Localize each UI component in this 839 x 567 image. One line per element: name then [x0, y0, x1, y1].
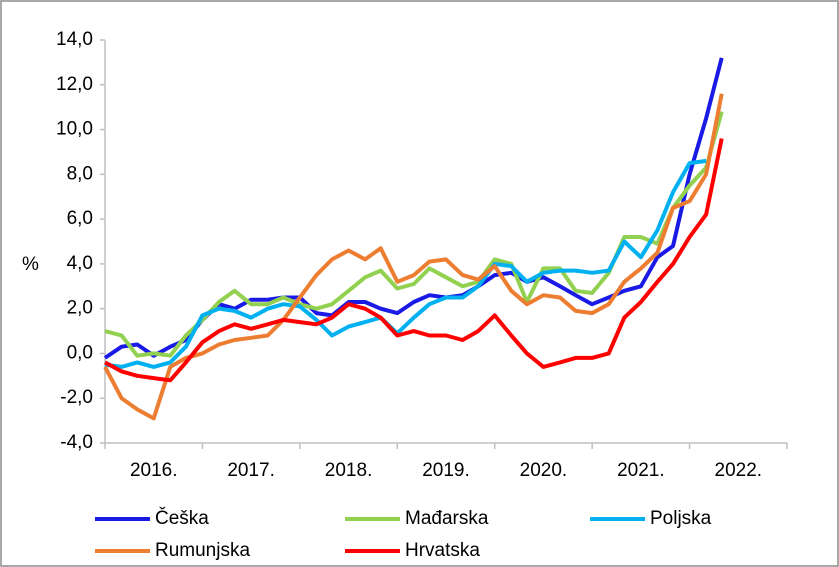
x-tick-label: 2018. [325, 460, 373, 481]
x-tick-label: 2016. [130, 460, 178, 481]
y-tick-label: 0,0 [67, 342, 93, 363]
series-line [104, 138, 724, 383]
y-tick-label: 8,0 [67, 163, 93, 184]
x-tick-label: 2017. [227, 460, 275, 481]
legend-label: Mađarska [405, 508, 489, 529]
y-tick-label: 12,0 [56, 74, 93, 95]
y-tick-label: 10,0 [56, 119, 93, 140]
y-tick-label: -4,0 [60, 432, 93, 453]
y-tick-label: 6,0 [67, 208, 93, 229]
y-tick-label: 4,0 [67, 253, 93, 274]
y-tick-label: 14,0 [56, 29, 93, 50]
y-axis-label: % [22, 254, 39, 275]
x-tick-label: 2022. [715, 460, 763, 481]
y-tick-label: 2,0 [67, 298, 93, 319]
y-tick-label: -2,0 [60, 387, 93, 408]
series-line [103, 93, 724, 421]
legend-label: Češka [155, 507, 209, 529]
legend-label: Rumunjska [155, 540, 250, 561]
x-tick-label: 2019. [422, 460, 470, 481]
x-tick-label: 2021. [617, 460, 665, 481]
series-line [104, 158, 707, 369]
legend-label: Hrvatska [405, 540, 480, 561]
legend-label: Poljska [650, 508, 712, 529]
x-tick-label: 2020. [520, 460, 568, 481]
